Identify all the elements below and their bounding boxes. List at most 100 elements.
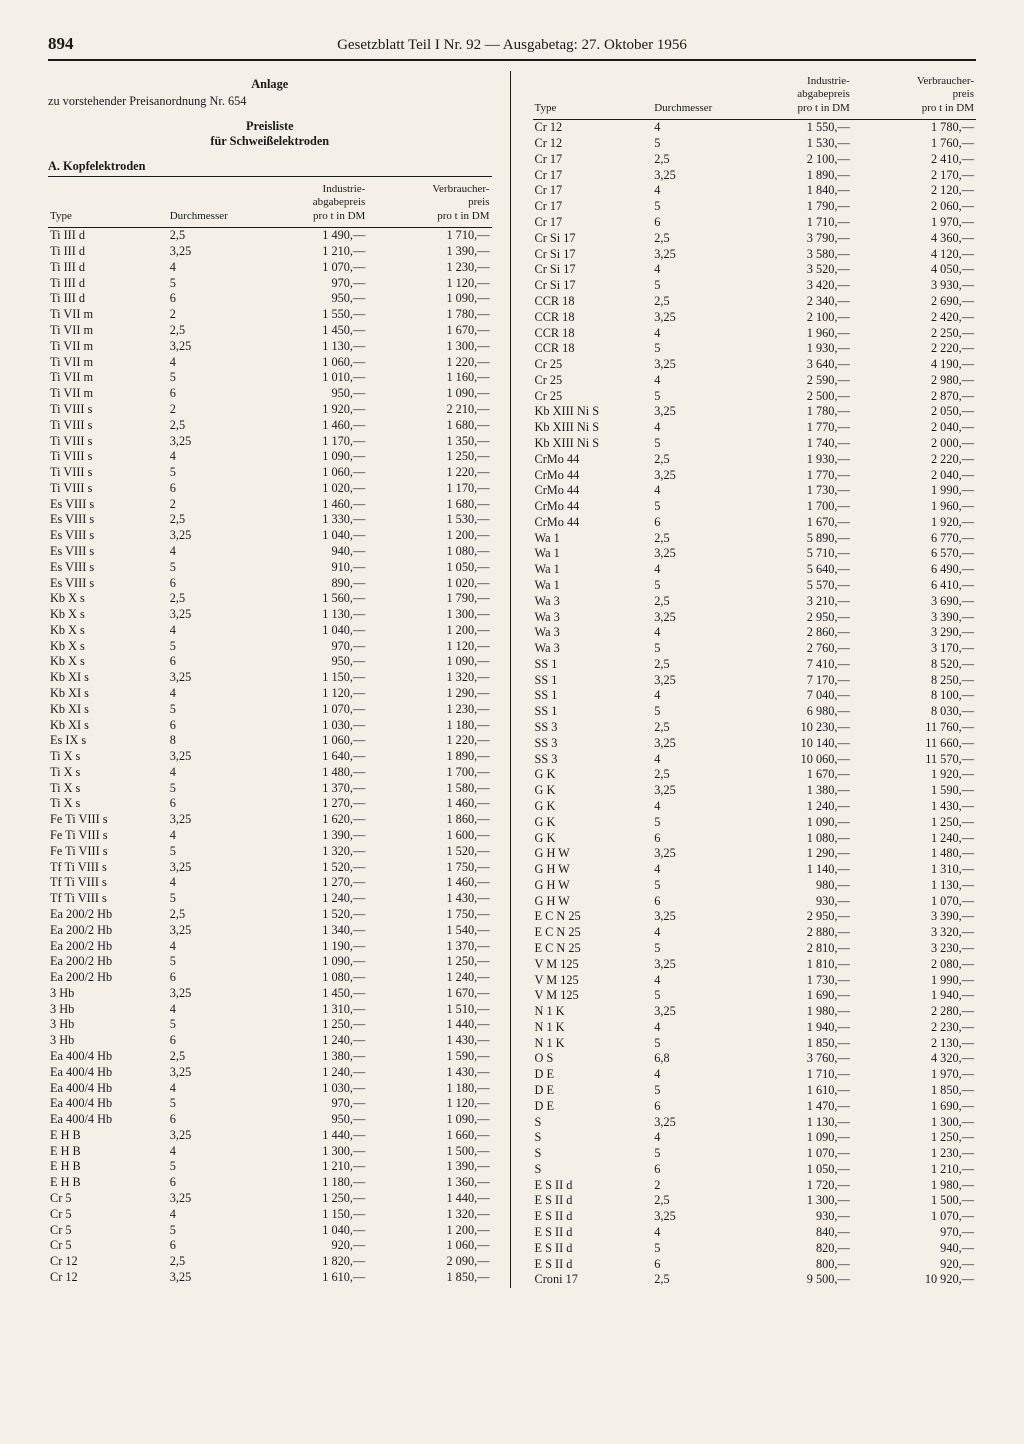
table-row: Ti III d2,51 490,—1 710,— xyxy=(48,227,492,243)
cell-verbraucher: 11 760,— xyxy=(852,720,976,736)
cell-industrie: 1 380,— xyxy=(243,1049,367,1065)
cell-durchmesser: 2,5 xyxy=(652,451,727,467)
table-row: N 1 K41 940,—2 230,— xyxy=(533,1019,977,1035)
cell-durchmesser: 2,5 xyxy=(168,323,243,339)
cell-type: Ea 400/4 Hb xyxy=(48,1080,168,1096)
cell-verbraucher: 1 970,— xyxy=(852,215,976,231)
cell-type: Cr 17 xyxy=(533,215,653,231)
cell-verbraucher: 1 500,— xyxy=(852,1193,976,1209)
table-row: CrMo 4441 730,—1 990,— xyxy=(533,483,977,499)
cell-type: G K xyxy=(533,830,653,846)
table-row: SS 33,2510 140,—11 660,— xyxy=(533,735,977,751)
cell-durchmesser: 4 xyxy=(652,119,727,135)
cell-industrie: 1 380,— xyxy=(728,783,852,799)
cell-durchmesser: 5 xyxy=(652,704,727,720)
cell-verbraucher: 1 090,— xyxy=(367,1112,491,1128)
cell-durchmesser: 6 xyxy=(652,215,727,231)
cell-type: Kb X s xyxy=(48,607,168,623)
table-row: Ea 400/4 Hb6950,—1 090,— xyxy=(48,1112,492,1128)
table-row: G K41 240,—1 430,— xyxy=(533,799,977,815)
cell-durchmesser: 3,25 xyxy=(168,528,243,544)
cell-verbraucher: 1 300,— xyxy=(367,607,491,623)
cell-verbraucher: 2 220,— xyxy=(852,341,976,357)
cell-durchmesser: 3,25 xyxy=(652,1209,727,1225)
cell-type: Ea 200/2 Hb xyxy=(48,922,168,938)
cell-industrie: 1 690,— xyxy=(728,988,852,1004)
table-row: E S II d6800,—920,— xyxy=(533,1256,977,1272)
cell-industrie: 1 550,— xyxy=(728,119,852,135)
cell-verbraucher: 1 220,— xyxy=(367,465,491,481)
cell-type: Cr Si 17 xyxy=(533,262,653,278)
cell-durchmesser: 5 xyxy=(168,891,243,907)
cell-industrie: 1 620,— xyxy=(243,812,367,828)
cell-industrie: 1 050,— xyxy=(728,1162,852,1178)
cell-industrie: 1 450,— xyxy=(243,323,367,339)
cell-verbraucher: 2 060,— xyxy=(852,199,976,215)
cell-durchmesser: 6 xyxy=(168,1238,243,1254)
cell-verbraucher: 1 960,— xyxy=(852,499,976,515)
cell-industrie: 1 130,— xyxy=(728,1114,852,1130)
col-verbraucher: Verbraucher-preispro t in DM xyxy=(367,179,491,228)
cell-type: Wa 3 xyxy=(533,625,653,641)
cell-type: O S xyxy=(533,1051,653,1067)
cell-industrie: 1 270,— xyxy=(243,796,367,812)
cell-durchmesser: 5 xyxy=(652,1083,727,1099)
cell-verbraucher: 3 230,— xyxy=(852,941,976,957)
cell-industrie: 920,— xyxy=(243,1238,367,1254)
cell-industrie: 1 290,— xyxy=(728,846,852,862)
cell-type: Cr 12 xyxy=(533,119,653,135)
table-row: Fe Ti VIII s41 390,—1 600,— xyxy=(48,828,492,844)
cell-type: CrMo 44 xyxy=(533,467,653,483)
cell-verbraucher: 3 320,— xyxy=(852,925,976,941)
cell-industrie: 1 320,— xyxy=(243,843,367,859)
cell-industrie: 1 770,— xyxy=(728,467,852,483)
table-row: G K51 090,—1 250,— xyxy=(533,814,977,830)
table-row: Wa 342 860,—3 290,— xyxy=(533,625,977,641)
cell-durchmesser: 5 xyxy=(652,814,727,830)
cell-verbraucher: 1 210,— xyxy=(852,1162,976,1178)
cell-industrie: 1 440,— xyxy=(243,1127,367,1143)
table-row: Es VIII s4940,—1 080,— xyxy=(48,544,492,560)
cell-industrie: 1 370,— xyxy=(243,780,367,796)
table-row: E S II d21 720,—1 980,— xyxy=(533,1177,977,1193)
cell-industrie: 1 070,— xyxy=(243,701,367,717)
cell-type: Cr 17 xyxy=(533,167,653,183)
cell-durchmesser: 5 xyxy=(168,954,243,970)
table-row: Ti VIII s41 090,—1 250,— xyxy=(48,449,492,465)
table-row: Ti VII m41 060,—1 220,— xyxy=(48,354,492,370)
cell-durchmesser: 5 xyxy=(652,278,727,294)
cell-durchmesser: 2,5 xyxy=(652,720,727,736)
cell-type: Ea 200/2 Hb xyxy=(48,954,168,970)
cell-durchmesser: 5 xyxy=(652,941,727,957)
cell-durchmesser: 3,25 xyxy=(168,338,243,354)
cell-verbraucher: 3 930,— xyxy=(852,278,976,294)
table-row: Kb X s41 040,—1 200,— xyxy=(48,622,492,638)
cell-verbraucher: 1 170,— xyxy=(367,480,491,496)
table-row: Ti X s51 370,—1 580,— xyxy=(48,780,492,796)
table-row: Kb XI s41 120,—1 290,— xyxy=(48,686,492,702)
cell-durchmesser: 3,25 xyxy=(168,1064,243,1080)
cell-durchmesser: 4 xyxy=(652,1019,727,1035)
cell-industrie: 1 070,— xyxy=(243,260,367,276)
cell-durchmesser: 6 xyxy=(168,654,243,670)
cell-durchmesser: 5 xyxy=(168,638,243,654)
cell-verbraucher: 1 360,— xyxy=(367,1175,491,1191)
cell-industrie: 2 760,— xyxy=(728,641,852,657)
cell-type: Cr 17 xyxy=(533,152,653,168)
cell-industrie: 1 130,— xyxy=(243,338,367,354)
cell-type: Es VIII s xyxy=(48,559,168,575)
cell-type: Cr Si 17 xyxy=(533,246,653,262)
cell-verbraucher: 6 570,— xyxy=(852,546,976,562)
cell-type: Wa 3 xyxy=(533,593,653,609)
cell-type: SS 3 xyxy=(533,735,653,751)
cell-industrie: 820,— xyxy=(728,1240,852,1256)
cell-industrie: 1 640,— xyxy=(243,749,367,765)
cell-industrie: 1 030,— xyxy=(243,717,367,733)
table-row: Kb X s6950,—1 090,— xyxy=(48,654,492,670)
cell-type: Ti VII m xyxy=(48,354,168,370)
cell-verbraucher: 1 120,— xyxy=(367,1096,491,1112)
cell-type: Kb X s xyxy=(48,591,168,607)
table-row: CCR 182,52 340,—2 690,— xyxy=(533,294,977,310)
table-row: Cr 172,52 100,—2 410,— xyxy=(533,152,977,168)
cell-verbraucher: 2 040,— xyxy=(852,420,976,436)
